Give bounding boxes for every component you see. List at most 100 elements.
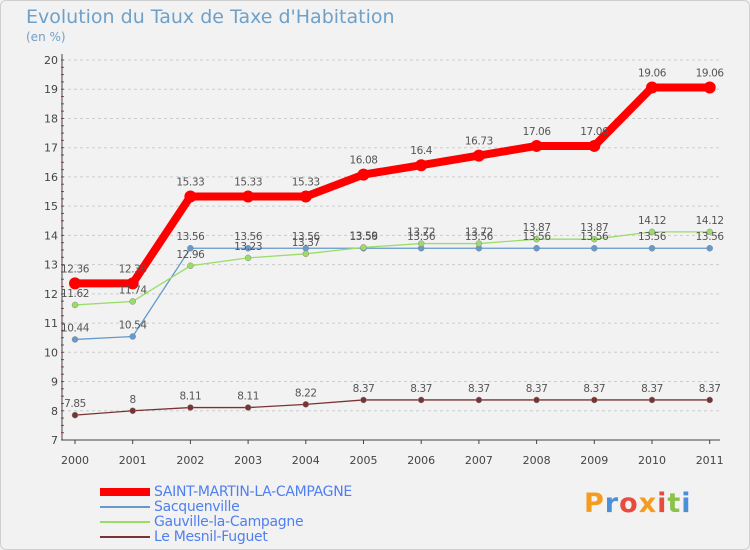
y-tick-label: 19 bbox=[44, 83, 58, 96]
data-label: 12.36 bbox=[61, 263, 90, 275]
data-point bbox=[588, 139, 601, 152]
data-point bbox=[244, 254, 252, 262]
data-point bbox=[533, 235, 540, 243]
data-point bbox=[591, 235, 598, 243]
proxiti-logo: Proxiti bbox=[584, 488, 692, 519]
data-point bbox=[415, 159, 428, 172]
data-label: 15.33 bbox=[176, 177, 204, 189]
legend: SAINT-MARTIN-LA-CAMPAGNE Sacquenville Gauv… bbox=[100, 483, 352, 545]
legend-swatch bbox=[100, 505, 150, 508]
y-tick-label: 11 bbox=[44, 317, 58, 330]
data-point bbox=[129, 407, 136, 415]
data-point bbox=[242, 190, 255, 203]
data-point bbox=[244, 244, 252, 252]
data-label: 12.36 bbox=[119, 263, 148, 275]
data-label: 8.22 bbox=[295, 387, 317, 399]
data-point bbox=[706, 228, 713, 236]
data-point bbox=[360, 396, 367, 404]
x-tick-label: 2001 bbox=[119, 454, 147, 467]
data-point bbox=[129, 298, 136, 305]
data-label: 7.85 bbox=[64, 398, 86, 410]
data-point bbox=[533, 244, 540, 252]
data-point bbox=[71, 411, 79, 419]
data-point bbox=[533, 396, 540, 404]
data-point bbox=[357, 168, 370, 181]
data-label: 16.08 bbox=[349, 155, 377, 167]
data-point bbox=[706, 396, 713, 404]
x-tick-label: 2009 bbox=[580, 454, 608, 467]
data-point bbox=[187, 262, 194, 270]
data-label: 8.37 bbox=[699, 383, 721, 395]
legend-item: Gauville-la-Campagne bbox=[100, 514, 352, 530]
data-point bbox=[706, 244, 713, 252]
y-tick-label: 7 bbox=[51, 434, 58, 447]
data-point bbox=[71, 301, 79, 309]
data-label: 13.56 bbox=[407, 231, 436, 243]
data-label: 14.12 bbox=[696, 215, 724, 227]
data-point bbox=[530, 139, 543, 152]
data-label: 13.56 bbox=[234, 231, 263, 243]
data-point bbox=[591, 396, 598, 404]
data-label: 8.11 bbox=[180, 391, 202, 403]
x-tick-label: 2005 bbox=[350, 454, 378, 467]
legend-label: Le Mesnil-Fuguet bbox=[154, 528, 268, 545]
series-line-1 bbox=[74, 247, 710, 341]
data-label: 14.12 bbox=[638, 215, 666, 227]
legend-item: Sacquenville bbox=[100, 498, 352, 515]
legend-label: SAINT-MARTIN-LA-CAMPAGNE bbox=[154, 483, 352, 500]
data-label: 16.73 bbox=[465, 136, 493, 148]
data-label: 12.96 bbox=[176, 249, 205, 261]
series-line-0 bbox=[75, 83, 710, 288]
data-point bbox=[475, 240, 483, 247]
data-point bbox=[703, 81, 716, 94]
legend-item: Le Mesnil-Fuguet bbox=[100, 528, 352, 545]
x-tick-label: 2000 bbox=[61, 454, 89, 467]
x-tick-label: 2010 bbox=[638, 454, 666, 467]
series-line-2 bbox=[74, 231, 710, 306]
data-label: 8 bbox=[130, 394, 136, 406]
x-tick-label: 2002 bbox=[176, 454, 204, 467]
data-label: 13.23 bbox=[234, 241, 262, 253]
data-label: 13.72 bbox=[407, 227, 435, 239]
data-point bbox=[360, 244, 367, 251]
legend-label: Sacquenville bbox=[154, 498, 240, 515]
data-point bbox=[129, 333, 136, 340]
data-label: 13.56 bbox=[580, 231, 609, 243]
data-label: 13.56 bbox=[292, 231, 321, 243]
data-label: 13.56 bbox=[696, 231, 725, 243]
data-label: 11.74 bbox=[119, 284, 148, 296]
legend-swatch bbox=[100, 520, 150, 523]
y-tick-label: 15 bbox=[44, 200, 58, 213]
data-label: 13.59 bbox=[349, 230, 377, 242]
data-point bbox=[126, 277, 139, 290]
data-point bbox=[71, 336, 79, 343]
data-label: 13.87 bbox=[580, 222, 608, 234]
x-tick-label: 2004 bbox=[292, 454, 320, 467]
data-label: 13.87 bbox=[523, 222, 551, 234]
data-point bbox=[648, 396, 656, 404]
data-point bbox=[187, 244, 194, 252]
y-tick-label: 14 bbox=[44, 229, 58, 242]
y-tick-label: 20 bbox=[44, 54, 58, 67]
data-point bbox=[591, 244, 598, 252]
x-tick-label: 2003 bbox=[234, 454, 262, 467]
data-point bbox=[184, 190, 197, 203]
data-label: 13.56 bbox=[349, 231, 378, 243]
data-point bbox=[648, 228, 656, 236]
y-tick-label: 8 bbox=[51, 405, 58, 418]
legend-item: SAINT-MARTIN-LA-CAMPAGNE bbox=[100, 483, 352, 500]
data-point bbox=[472, 149, 485, 162]
y-tick-label: 9 bbox=[51, 376, 58, 389]
data-label: 11.62 bbox=[61, 288, 89, 300]
x-tick-label: 2006 bbox=[407, 454, 435, 467]
data-label: 19.06 bbox=[638, 67, 667, 79]
data-label: 19.06 bbox=[696, 67, 725, 79]
data-point bbox=[302, 250, 310, 258]
y-tick-label: 10 bbox=[44, 346, 58, 359]
data-point bbox=[417, 396, 425, 404]
data-label: 16.4 bbox=[410, 145, 432, 157]
data-label: 8.37 bbox=[526, 383, 548, 395]
data-label: 13.56 bbox=[176, 231, 205, 243]
data-label: 17.06 bbox=[580, 126, 609, 138]
